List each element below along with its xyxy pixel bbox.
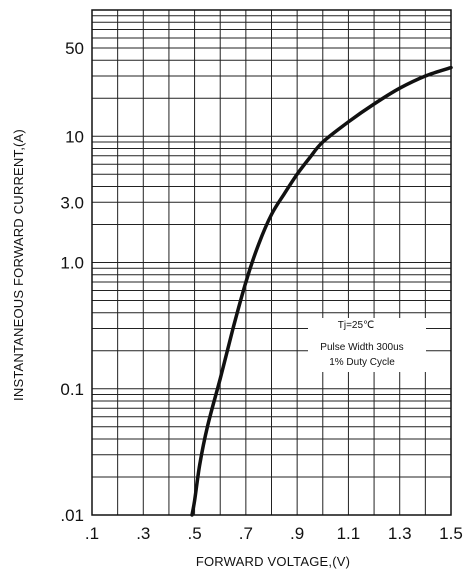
grid — [91, 10, 452, 516]
data-series-line — [190, 65, 453, 517]
y-axis-label: INSTANTANEOUS FORWARD CURRENT,(A) — [11, 129, 26, 401]
y-tick-label: 0.1 — [60, 380, 84, 399]
x-tick-label: 1.1 — [337, 524, 361, 543]
y-tick-label: 1.0 — [60, 254, 84, 273]
y-tick-label: .01 — [60, 506, 84, 525]
annotation-line-3: 1% Duty Cycle — [329, 357, 395, 368]
y-tick-label: 50 — [65, 39, 84, 58]
y-tick-label: 10 — [65, 127, 84, 146]
x-tick-labels: .1 .3 .5 .7 .9 1.1 1.3 1.5 — [85, 524, 463, 543]
x-tick-label: .7 — [239, 524, 253, 543]
y-tick-label: 3.0 — [60, 193, 84, 212]
test-conditions-annotation: Tj=25℃ Pulse Width 300us 1% Duty Cycle — [308, 318, 426, 372]
x-tick-label: .9 — [290, 524, 304, 543]
annotation-line-2: Pulse Width 300us — [320, 342, 403, 353]
y-tick-labels: .01 0.1 1.0 3.0 10 50 — [60, 39, 84, 525]
plot-frame — [91, 9, 452, 516]
x-axis-label: FORWARD VOLTAGE,(V) — [196, 554, 350, 569]
x-tick-label: .1 — [85, 524, 99, 543]
x-tick-label: .5 — [187, 524, 201, 543]
x-tick-label: 1.5 — [439, 524, 463, 543]
annotation-line-1: Tj=25℃ — [338, 320, 375, 331]
x-tick-label: 1.3 — [388, 524, 412, 543]
x-tick-label: .3 — [136, 524, 150, 543]
